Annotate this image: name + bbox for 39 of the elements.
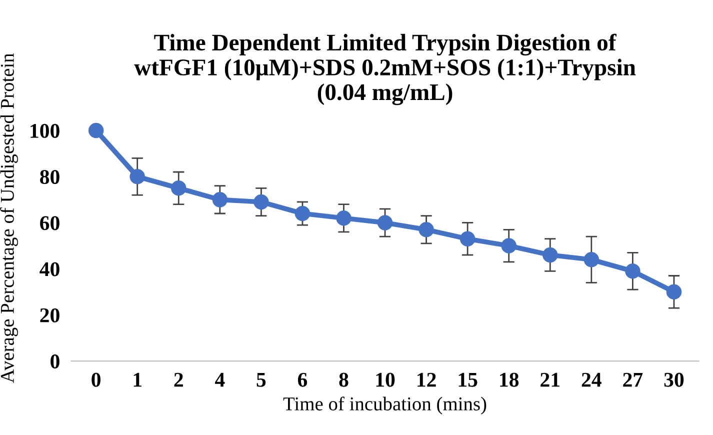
- x-tick-label: 15: [458, 372, 478, 387]
- x-tick-label: 18: [500, 372, 519, 387]
- y-tick-label: 40: [40, 262, 60, 276]
- x-axis-title: Time of incubation (mins): [283, 396, 486, 414]
- point: [294, 206, 310, 222]
- point: [542, 247, 558, 263]
- x-tick-label: 21: [540, 372, 560, 387]
- x-tick-label: 12: [418, 372, 436, 387]
- point: [666, 284, 682, 300]
- x-tick-label: 0: [92, 372, 100, 387]
- point: [625, 263, 640, 279]
- point: [88, 122, 104, 138]
- point: [254, 194, 269, 210]
- y-tick-label: 60: [40, 216, 60, 230]
- y-axis-title: Average Percentage of Undigested Protein: [0, 53, 18, 383]
- point: [377, 215, 393, 230]
- x-tick-label: 10: [376, 372, 395, 387]
- point: [584, 252, 600, 268]
- y-tick-label: 80: [40, 170, 60, 184]
- x-tick-label: 30: [664, 372, 684, 387]
- point: [460, 231, 476, 246]
- x-tick-label: 27: [623, 372, 643, 387]
- chart-title: Time Dependent Limited Trypsin Digestion of wtFGF1 (10μM)+SDS 0.2mM+SOS (1:1)+Trypsin (0.04 mg/mL): [134, 34, 636, 106]
- point: [501, 238, 516, 254]
- point: [336, 210, 352, 226]
- y-tick-label: 20: [40, 308, 60, 322]
- point: [130, 168, 145, 184]
- point: [170, 180, 186, 196]
- point: [418, 222, 434, 238]
- point: [212, 192, 228, 208]
- x-tick-label: 6: [298, 372, 308, 387]
- x-tick-label: 24: [582, 372, 602, 387]
- x-tick-label: 1: [134, 372, 142, 387]
- x-tick-label: 5: [256, 372, 266, 387]
- x-tick-label: 8: [339, 372, 348, 387]
- y-tick-label: 100: [30, 124, 60, 138]
- x-tick-label: 4: [214, 372, 225, 387]
- x-tick-label: 2: [174, 372, 183, 387]
- y-tick-label: 0: [50, 354, 60, 368]
